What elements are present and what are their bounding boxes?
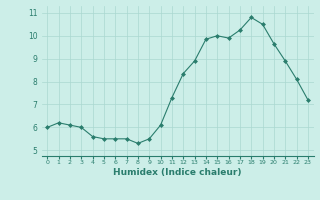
X-axis label: Humidex (Indice chaleur): Humidex (Indice chaleur) (113, 168, 242, 177)
